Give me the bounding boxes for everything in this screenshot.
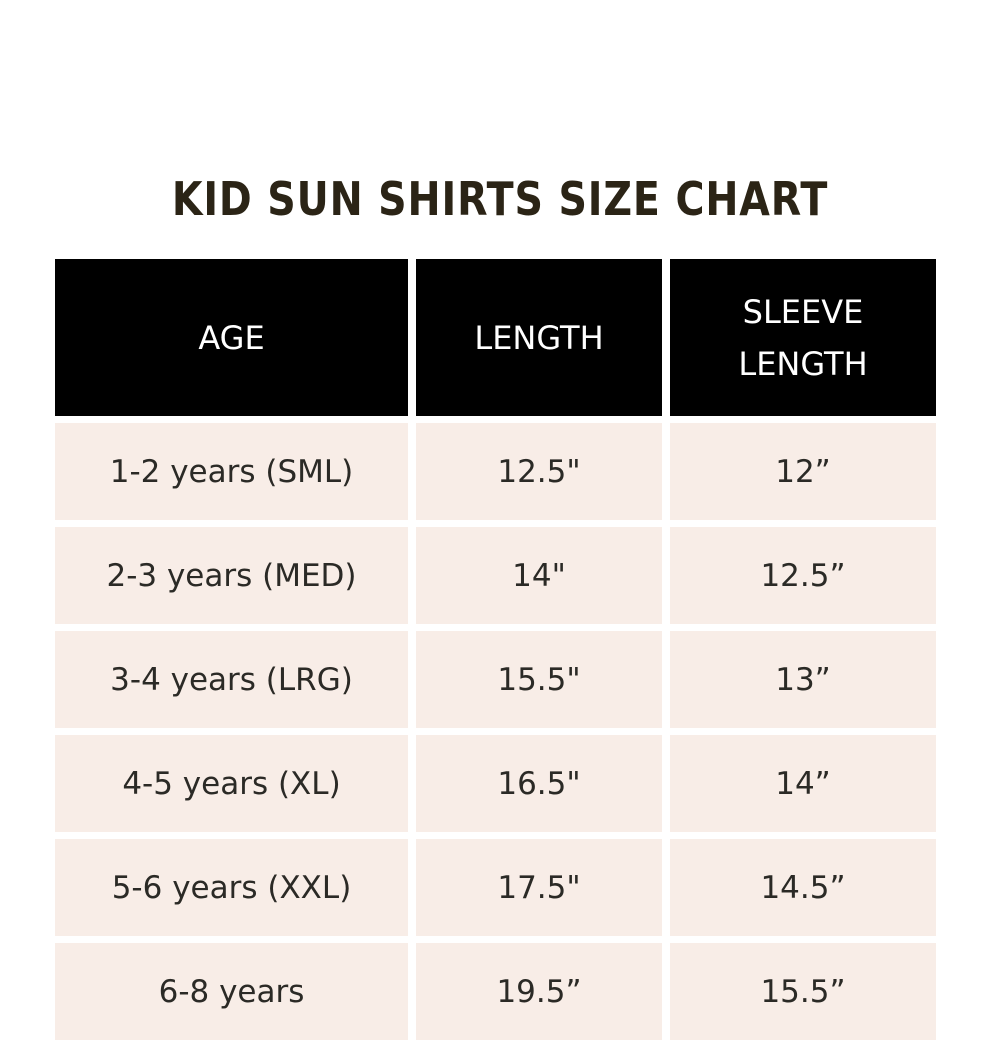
table-cell: 19.5” [416, 943, 662, 1040]
table-cell-text: 12” [775, 453, 831, 490]
table-cell-text: 6-8 years [158, 973, 305, 1010]
header-cell-text: SLEEVE LENGTH [738, 292, 868, 383]
table-cell-text: 4-5 years (XL) [122, 765, 341, 802]
page: KID SUN SHIRTS SIZE CHART AGE LENGTH SLEEV… [55, 172, 936, 1040]
header-cell-text: LENGTH [474, 318, 604, 357]
table-cell-text: 14.5” [760, 869, 846, 906]
table-cell-text: 15.5" [497, 661, 581, 698]
table-cell-text: 1-2 years (SML) [109, 453, 354, 490]
table-cell: 12.5” [670, 527, 936, 624]
table-cell: 15.5" [416, 631, 662, 728]
table-cell-text: 15.5” [760, 973, 846, 1010]
table-cell-text: 16.5" [497, 765, 581, 802]
table-cell: 14" [416, 527, 662, 624]
table-cell: 17.5" [416, 839, 662, 936]
table-cell-text: 12.5” [760, 557, 846, 594]
table-cell: 13” [670, 631, 936, 728]
table-cell: 14” [670, 735, 936, 832]
table-cell: 2-3 years (MED) [55, 527, 408, 624]
header-cell: LENGTH [416, 259, 662, 416]
header-cell: SLEEVE LENGTH [670, 259, 936, 416]
table-cell: 12” [670, 423, 936, 520]
table-cell: 12.5" [416, 423, 662, 520]
table-cell-text: 12.5" [497, 453, 581, 490]
table-cell: 14.5” [670, 839, 936, 936]
table-cell: 4-5 years (XL) [55, 735, 408, 832]
table-cell: 16.5" [416, 735, 662, 832]
table-cell: 3-4 years (LRG) [55, 631, 408, 728]
table-cell-text: 13” [775, 661, 831, 698]
table-cell-text: 19.5” [496, 973, 582, 1010]
table-cell-text: 14" [512, 557, 566, 594]
header-cell-text: AGE [198, 318, 265, 357]
header-cell: AGE [55, 259, 408, 416]
table-cell-text: 14” [775, 765, 831, 802]
table-cell-text: 2-3 years (MED) [106, 557, 357, 594]
table-cell: 1-2 years (SML) [55, 423, 408, 520]
table-cell-text: 17.5" [497, 869, 581, 906]
table-cell-text: 5-6 years (XXL) [111, 869, 352, 906]
table-cell-text: 3-4 years (LRG) [110, 661, 353, 698]
table-cell: 15.5” [670, 943, 936, 1040]
table-cell: 5-6 years (XXL) [55, 839, 408, 936]
table-cell: 6-8 years [55, 943, 408, 1040]
title: KID SUN SHIRTS SIZE CHART [171, 172, 829, 226]
